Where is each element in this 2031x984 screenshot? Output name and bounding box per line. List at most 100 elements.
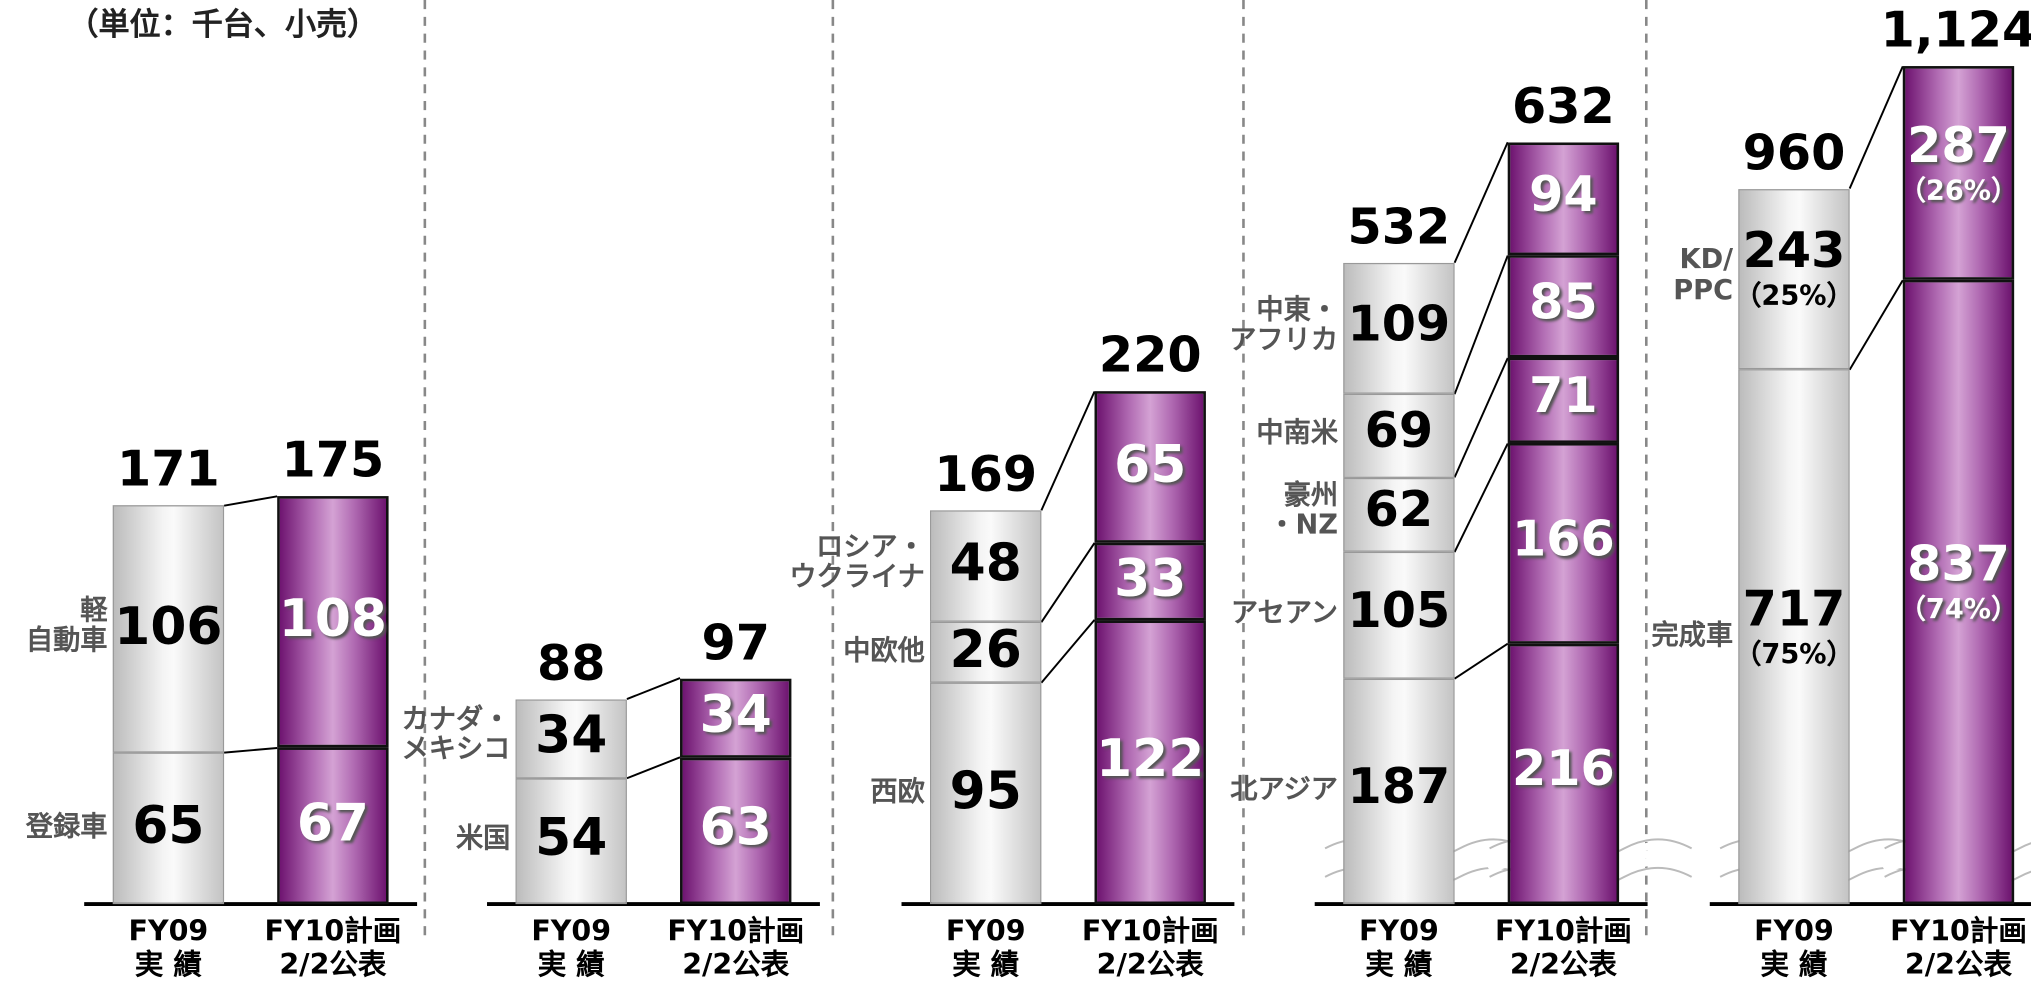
- value-label: 65: [132, 795, 205, 856]
- connector: [1040, 542, 1096, 623]
- x-tick-label: FY09: [1754, 915, 1834, 949]
- percent-label: （25%）: [1734, 280, 1854, 312]
- x-tick-label: 2/2公表: [1509, 949, 1617, 982]
- value-label: 122: [1096, 729, 1205, 790]
- connector: [1453, 255, 1509, 395]
- series-label: 完成車: [1651, 618, 1734, 650]
- x-tick-label: 実 績: [952, 949, 1020, 982]
- series-label: 中東・ アフリカ: [1229, 293, 1339, 355]
- connector: [626, 677, 681, 700]
- total-label: 175: [281, 431, 385, 489]
- bar-segment: [515, 778, 627, 905]
- bar-segment: [1343, 552, 1455, 679]
- value-label: 216: [1512, 740, 1615, 798]
- value-label: 33: [1114, 548, 1187, 609]
- value-label: 85: [1529, 273, 1598, 331]
- x-tick-label: FY09: [945, 915, 1026, 949]
- value-label: 34: [535, 706, 608, 766]
- value-label: 717: [1742, 579, 1846, 637]
- connector: [1040, 391, 1096, 511]
- total-label: 171: [117, 440, 220, 498]
- x-tick-label: FY10計画: [264, 915, 402, 949]
- series-label: ロシア・ ウクライナ: [789, 531, 925, 593]
- bar-segment: [1738, 369, 1850, 905]
- connector: [1453, 357, 1509, 478]
- series-label: 西欧: [870, 775, 925, 807]
- bar-segment: [515, 699, 627, 779]
- bar-segment: [1902, 280, 2015, 905]
- bar-segment: [112, 505, 225, 753]
- bar-segment: [930, 682, 1042, 905]
- bar-segment: [930, 510, 1042, 623]
- x-tick-label: FY10計画: [1890, 915, 2027, 949]
- x-tick-label: 2/2公表: [1096, 949, 1204, 982]
- value-label: 34: [699, 685, 772, 745]
- bar-segment: [277, 747, 389, 905]
- connector: [626, 756, 681, 780]
- bar-segment: [1738, 188, 1850, 370]
- connector: [1453, 443, 1509, 553]
- bar-segment: [1343, 678, 1455, 905]
- series-label: カナダ・ メキシコ: [401, 703, 511, 765]
- x-tick-label: FY09: [1359, 915, 1439, 949]
- value-label: 63: [699, 798, 772, 858]
- connector: [1848, 279, 1904, 371]
- series-label: 中南米: [1256, 417, 1339, 449]
- value-label: 109: [1347, 294, 1451, 352]
- series-label: 登録車: [25, 810, 108, 842]
- bar-segment: [1507, 255, 1620, 359]
- value-label: 69: [1364, 402, 1434, 460]
- series-label: 米国: [455, 823, 511, 855]
- bar-segment: [1094, 391, 1206, 543]
- x-tick-label: 2/2公表: [1904, 949, 2012, 982]
- bar-segment: [1094, 619, 1206, 905]
- x-tick-label: 2/2公表: [279, 949, 387, 982]
- bar-segment: [1507, 358, 1620, 444]
- bar-segment: [1343, 262, 1455, 395]
- connector: [1453, 141, 1509, 264]
- x-tick-label: 実 績: [134, 949, 202, 982]
- connector: [223, 747, 278, 754]
- value-label: 287: [1907, 116, 2010, 174]
- value-label: 106: [114, 596, 223, 657]
- x-tick-label: FY09: [128, 915, 209, 949]
- bar-segment: [277, 496, 389, 748]
- connector: [223, 495, 278, 507]
- bar-segment: [1902, 66, 2015, 281]
- value-label: 48: [949, 533, 1022, 594]
- connector: [1040, 619, 1096, 684]
- value-label: 105: [1347, 581, 1451, 639]
- value-label: 94: [1529, 165, 1598, 223]
- x-tick-label: FY09: [531, 915, 612, 949]
- x-tick-label: FY10計画: [667, 915, 805, 949]
- total-label: 220: [1098, 326, 1202, 384]
- value-label: 65: [1114, 434, 1187, 495]
- value-label: 243: [1742, 222, 1846, 280]
- value-label: 71: [1529, 367, 1598, 425]
- percent-label: （26%）: [1898, 174, 2019, 206]
- unit-label: （単位：千台、小売）: [67, 6, 379, 43]
- bar-segment: [1094, 542, 1206, 620]
- x-tick-label: FY10計画: [1081, 915, 1219, 949]
- x-tick-label: FY10計画: [1495, 915, 1632, 949]
- bar-segment: [680, 678, 792, 758]
- percent-label: （74%）: [1898, 593, 2019, 625]
- total-label: 169: [934, 445, 1038, 503]
- series-label: 豪州 ・NZ: [1268, 479, 1339, 541]
- value-label: 187: [1347, 757, 1451, 815]
- series-label: 北アジア: [1230, 773, 1339, 805]
- total-label: 88: [536, 634, 606, 692]
- connector: [1454, 642, 1509, 680]
- x-tick-label: 2/2公表: [682, 949, 790, 982]
- value-label: 95: [949, 761, 1022, 821]
- bar-segment: [680, 757, 792, 905]
- total-label: 960: [1742, 123, 1846, 181]
- x-tick-label: 実 績: [1760, 949, 1828, 982]
- value-label: 26: [949, 620, 1022, 680]
- percent-label: （75%）: [1734, 638, 1854, 670]
- x-tick-label: 実 績: [1365, 949, 1433, 982]
- bar-segment: [1507, 643, 1620, 905]
- series-label: 軽 自動車: [25, 594, 108, 656]
- total-label: 632: [1512, 77, 1615, 135]
